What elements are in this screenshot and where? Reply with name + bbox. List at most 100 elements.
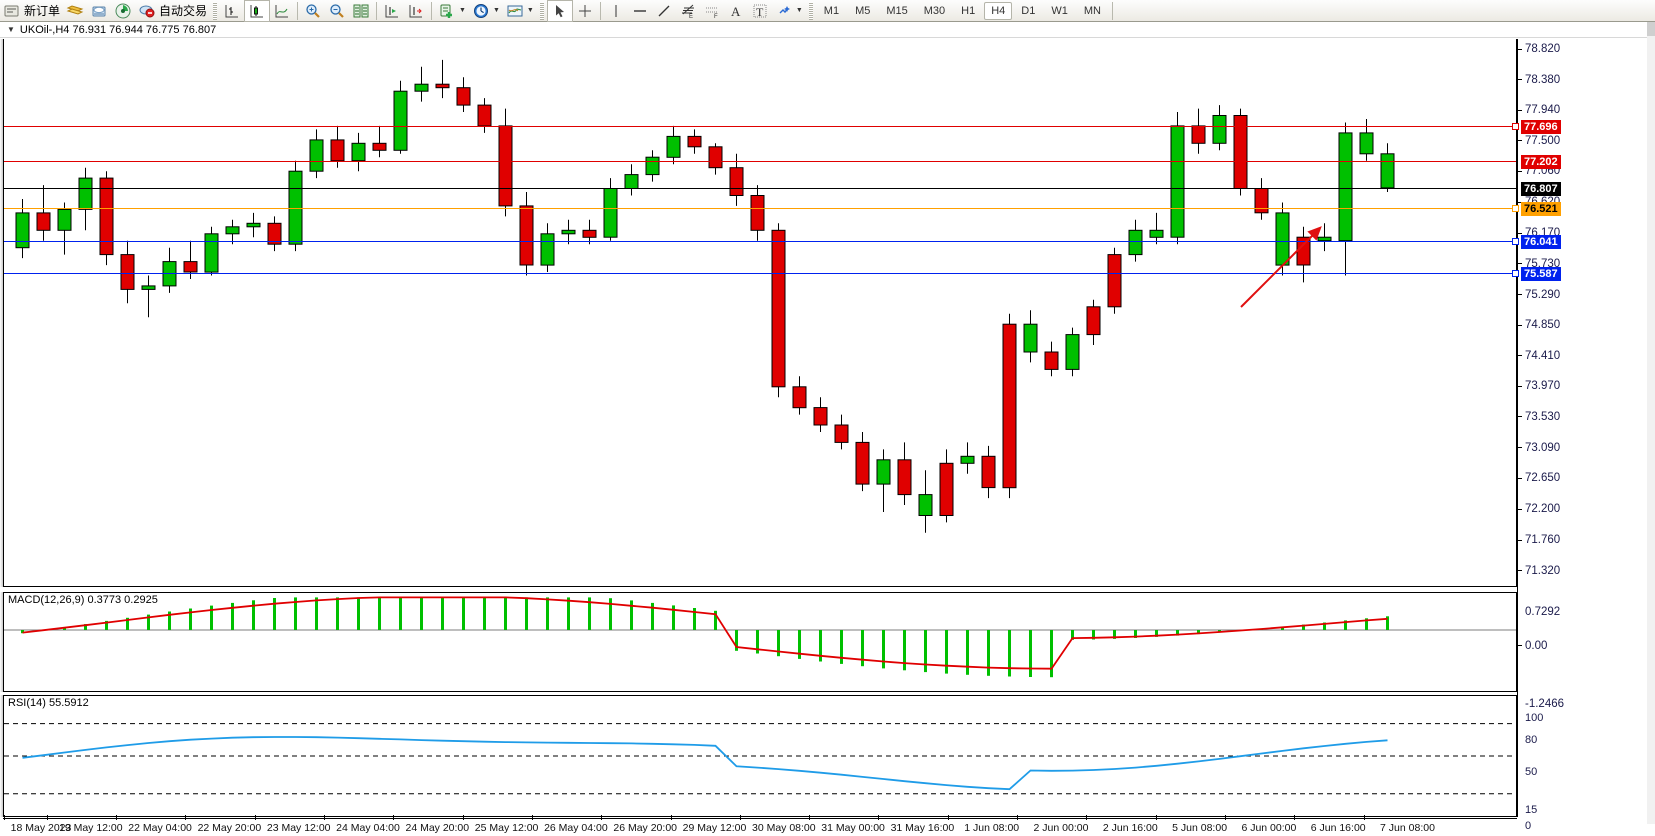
timeframe-mn[interactable]: MN [1083,4,1101,17]
shift-button[interactable] [380,1,404,21]
toolbar-grip-1[interactable] [213,1,218,20]
time-tick [670,815,672,820]
price-tick [1518,539,1648,541]
price-tick [1518,294,1648,296]
timeframe-m1[interactable]: M1 [823,4,840,17]
price-level-line[interactable] [4,188,1516,190]
time-tick [1363,815,1365,820]
main-toolbar[interactable]: 新订单 自动交易 [0,0,1655,22]
indicators-button[interactable]: ▼ [435,1,469,21]
objects-dropdown-arrow[interactable]: ▼ [795,7,803,14]
time-axis[interactable]: 18 May 2023 19 May 12:00 22 May 04:00 22 Ma… [3,815,1517,836]
crosshair-button[interactable] [573,1,597,21]
text-button[interactable]: A [724,1,748,21]
templates-button[interactable]: ▼ [503,1,537,21]
price-tick [1518,416,1648,418]
zoom-in-button[interactable] [301,1,325,21]
line-chart-icon [273,2,291,20]
periods-dropdown-arrow[interactable]: ▼ [492,7,500,14]
indicators-dropdown-arrow[interactable]: ▼ [459,7,466,14]
bar-chart-button[interactable] [220,1,244,21]
cloud-icon [90,2,108,20]
timeframe-m30[interactable]: M30 [923,4,946,17]
new-order-button[interactable]: 新订单 [0,1,63,21]
scrollbar-thumb[interactable] [1647,22,1655,36]
price-tick [1518,48,1648,50]
price-level-handle[interactable] [1512,204,1519,212]
price-level-tag[interactable]: 76.807 [1521,182,1561,197]
toolbar-separator-3 [431,1,433,20]
toolbar-separator-1 [297,1,299,20]
zoom-out-button[interactable] [325,1,349,21]
line-chart-button[interactable] [270,1,294,21]
macd-tick [1518,645,1648,647]
price-level-tag[interactable]: 76.521 [1521,201,1561,216]
time-tick [324,815,325,820]
price-tick-label: 74.850 [1525,319,1561,332]
templates-dropdown-arrow[interactable]: ▼ [526,7,534,14]
price-level-line[interactable] [4,207,1516,209]
price-level-line[interactable] [4,126,1516,128]
price-tick-label: 78.380 [1525,73,1561,86]
trendline-button[interactable] [652,1,676,21]
timeframe-d1[interactable]: D1 [1021,4,1036,17]
fibonacci-button[interactable]: E [676,1,700,21]
label-button[interactable]: T [748,1,772,21]
timeframe-m5[interactable]: M5 [855,4,871,17]
new-order-label: 新订单 [24,4,61,18]
time-tick [1017,815,1018,820]
price-level-tag[interactable]: 77.202 [1521,154,1561,169]
timeframe-w1[interactable]: W1 [1051,4,1068,17]
price-pane[interactable] [3,39,1519,587]
rsi-pane[interactable]: RSI(14) 55.5912 [3,695,1517,817]
toolbar-grip-3[interactable] [808,1,813,20]
vertical-line-button[interactable] [604,1,628,21]
price-level-tag[interactable]: 77.696 [1521,120,1561,135]
rsi-tick-label: 15 [1525,803,1538,816]
channel-button[interactable]: F [700,1,724,21]
cursor-button[interactable] [546,0,573,22]
price-level-tag[interactable]: 76.041 [1521,235,1561,250]
new-order-icon [3,2,21,20]
price-tick-label: 73.530 [1525,410,1561,423]
price-tick-label: 77.500 [1525,134,1561,147]
time-tick [947,815,949,820]
cursor-icon [551,2,569,20]
objects-button[interactable]: ▼ [772,1,806,21]
periods-button[interactable]: ▼ [469,1,503,21]
cloud-button[interactable] [87,1,111,21]
timeframe-h4[interactable]: H4 [984,1,1013,20]
price-pane-splitter[interactable] [0,39,3,587]
rsi-tick-label: 50 [1525,766,1538,778]
data-window-button[interactable] [349,1,373,21]
folder-button[interactable] [63,1,87,21]
toolbar-grip-2[interactable] [539,1,544,20]
timeframe-m15[interactable]: M15 [886,4,908,17]
price-level-handle[interactable] [1512,123,1519,131]
price-axis[interactable]: 78.82078.38077.94077.50077.06076.62076.1… [1517,39,1648,832]
chart-menu-caret-icon[interactable]: ▼ [7,25,15,34]
price-level-line[interactable] [4,241,1516,243]
timeframe-group[interactable]: M1 M5 M15 M30 H1 H4 D1 W1 MN [816,1,1109,20]
price-level-handle[interactable] [1512,269,1519,277]
autotrading-label: 自动交易 [159,4,208,18]
macd-pane-splitter[interactable] [0,592,3,692]
price-level-handle[interactable] [1512,238,1519,246]
macd-pane[interactable]: MACD(12,26,9) 0.3773 0.2925 [3,592,1517,692]
autoscroll-button[interactable] [404,1,428,21]
price-tick-label: 75.290 [1525,288,1561,301]
price-tick-label: 72.650 [1525,472,1561,485]
price-level-line[interactable] [4,160,1516,162]
vertical-scrollbar[interactable] [1647,22,1655,824]
signal-button[interactable] [111,1,135,21]
candlestick-button[interactable] [244,0,271,22]
horizontal-line-button[interactable] [628,1,652,21]
time-tick [531,815,533,820]
price-level-tag[interactable]: 75.587 [1521,266,1561,281]
timeframe-h1[interactable]: H1 [961,4,976,17]
price-level-line[interactable] [4,272,1516,274]
price-tick [1518,324,1648,326]
time-tick [1294,815,1296,820]
autotrading-button[interactable]: 自动交易 [135,1,210,21]
rsi-pane-splitter[interactable] [0,695,3,817]
